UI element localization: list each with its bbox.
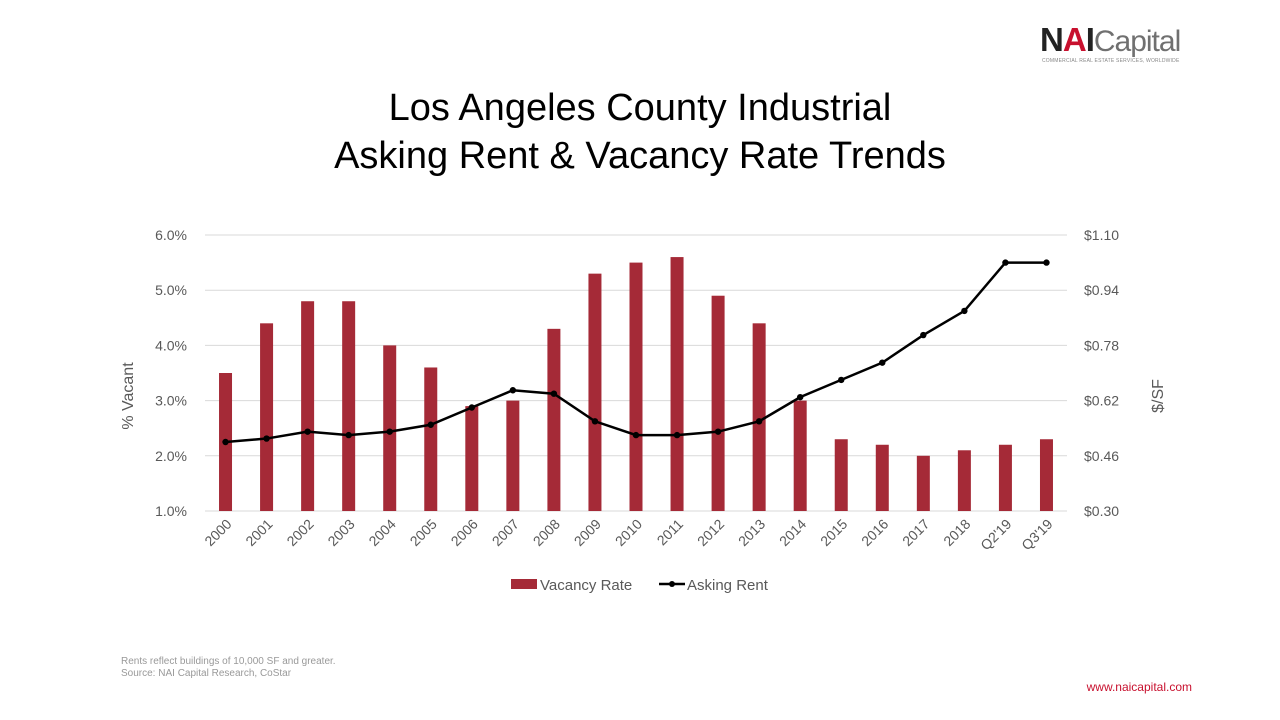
- chart-title: Los Angeles County Industrial: [388, 87, 892, 129]
- rent-point: [755, 418, 763, 425]
- vacancy-bar: [588, 273, 602, 511]
- rent-point: [673, 431, 681, 439]
- legend-marker-rent: [669, 581, 675, 587]
- rent-point: [263, 435, 270, 442]
- x-tick-label: 2016: [858, 516, 891, 549]
- x-tick-label: 2014: [776, 516, 809, 549]
- rent-point: [1043, 259, 1050, 266]
- x-tick-label: 2017: [899, 516, 932, 549]
- vacancy-bar: [711, 295, 725, 511]
- x-tick-label: 2005: [407, 516, 440, 549]
- x-tick-label: 2015: [817, 516, 850, 549]
- rent-point: [961, 307, 968, 315]
- x-tick-label: 2012: [694, 516, 727, 549]
- vacancy-bars: [219, 257, 1053, 511]
- legend: Vacancy Rate Asking Rent: [511, 577, 769, 594]
- rent-point: [345, 431, 352, 439]
- vacancy-bar: [465, 406, 479, 511]
- x-tick-label: 2018: [940, 516, 973, 549]
- rent-point: [591, 418, 599, 425]
- rent-point: [550, 390, 558, 397]
- x-tick-label: 2004: [365, 516, 398, 549]
- rent-point: [1002, 259, 1009, 266]
- x-tick-label: 2006: [448, 516, 481, 549]
- right-tick-label: $0.30: [1084, 503, 1119, 519]
- x-tick-label: Q3'19: [1018, 516, 1056, 554]
- rent-point: [427, 421, 434, 428]
- vacancy-bar: [752, 323, 766, 511]
- vacancy-bar: [998, 444, 1012, 511]
- rent-point: [714, 428, 722, 435]
- right-tick-label: $1.10: [1084, 227, 1119, 243]
- x-tick-label: 2007: [489, 516, 522, 549]
- left-tick-label: 6.0%: [155, 227, 187, 243]
- vacancy-bar: [342, 301, 356, 511]
- vacancy-bar: [834, 439, 848, 511]
- vacancy-bar: [629, 262, 643, 511]
- legend-swatch-vacancy: [511, 579, 537, 589]
- x-axis-ticks: 2000 2001 2002 2003 2004 2005 2006 2007 2008 2009…: [201, 516, 1055, 554]
- logo-wordmark: NAICapital: [1040, 20, 1181, 62]
- vacancy-bar: [260, 323, 274, 511]
- left-tick-label: 5.0%: [155, 282, 187, 298]
- legend-label-vacancy: Vacancy Rate: [540, 577, 632, 594]
- logo-tagline: COMMERCIAL REAL ESTATE SERVICES, WORLDWI…: [1042, 58, 1180, 64]
- logo-letter-n: N: [1040, 21, 1064, 58]
- right-tick-label: $0.62: [1084, 393, 1119, 409]
- rent-point: [838, 376, 845, 384]
- x-tick-label: 2003: [324, 516, 357, 549]
- rent-point: [796, 393, 804, 401]
- rent-point: [468, 404, 476, 411]
- right-axis-ticks: $1.10 $0.94 $0.78 $0.62 $0.46 $0.30: [1084, 227, 1119, 519]
- logo-letter-i: I: [1085, 21, 1095, 58]
- rent-point: [509, 387, 517, 394]
- x-tick-label: 2009: [571, 516, 604, 549]
- vacancy-bar: [670, 257, 684, 511]
- left-axis-ticks: 6.0% 5.0% 4.0% 3.0% 2.0% 1.0%: [155, 227, 187, 519]
- asking-rent-line: [222, 259, 1050, 446]
- vacancy-bar: [875, 444, 889, 511]
- vacancy-bar: [383, 345, 397, 511]
- footnote-source: Source: NAI Capital Research, CoStar: [121, 668, 292, 679]
- right-tick-label: $0.94: [1084, 282, 1119, 298]
- rent-point: [386, 428, 393, 435]
- right-tick-label: $0.46: [1084, 448, 1119, 464]
- vacancy-bar: [1039, 439, 1053, 511]
- right-axis-title: $/SF: [1150, 379, 1167, 413]
- x-tick-label: 2002: [283, 516, 316, 549]
- left-tick-label: 2.0%: [155, 448, 187, 464]
- legend-label-rent: Asking Rent: [687, 577, 769, 594]
- left-axis-title: % Vacant: [120, 362, 137, 430]
- left-tick-label: 4.0%: [155, 337, 187, 353]
- vacancy-bar: [506, 400, 520, 511]
- rent-point: [304, 428, 311, 435]
- website-link[interactable]: www.naicapital.com: [1086, 680, 1192, 694]
- chart-subtitle: Asking Rent & Vacancy Rate Trends: [334, 135, 946, 177]
- vacancy-bar: [916, 455, 930, 511]
- vacancy-bar: [793, 400, 807, 511]
- x-tick-label: 2010: [612, 516, 645, 549]
- rent-point: [879, 359, 886, 366]
- rent-point: [632, 431, 640, 439]
- left-tick-label: 1.0%: [155, 503, 187, 519]
- footnote-rents: Rents reflect buildings of 10,000 SF and…: [121, 656, 336, 667]
- vacancy-bar: [957, 450, 971, 511]
- rent-point: [920, 331, 927, 339]
- x-tick-label: 2000: [201, 516, 234, 549]
- vacancy-bar: [547, 328, 561, 511]
- left-tick-label: 3.0%: [155, 393, 187, 409]
- rent-point: [222, 438, 229, 446]
- x-tick-label: 2001: [242, 516, 275, 549]
- right-tick-label: $0.78: [1084, 337, 1119, 353]
- vacancy-bar: [301, 301, 315, 511]
- vacancy-bar: [424, 367, 438, 511]
- logo-word-capital: Capital: [1093, 25, 1181, 58]
- nai-capital-logo: NAICapital COMMERCIAL REAL ESTATE SERVIC…: [1040, 20, 1192, 64]
- x-tick-label: 2008: [530, 516, 563, 549]
- logo-letter-a: A: [1062, 21, 1087, 58]
- x-tick-label: 2013: [735, 516, 768, 549]
- x-tick-label: 2011: [654, 516, 687, 549]
- x-tick-label: Q2'19: [977, 516, 1015, 554]
